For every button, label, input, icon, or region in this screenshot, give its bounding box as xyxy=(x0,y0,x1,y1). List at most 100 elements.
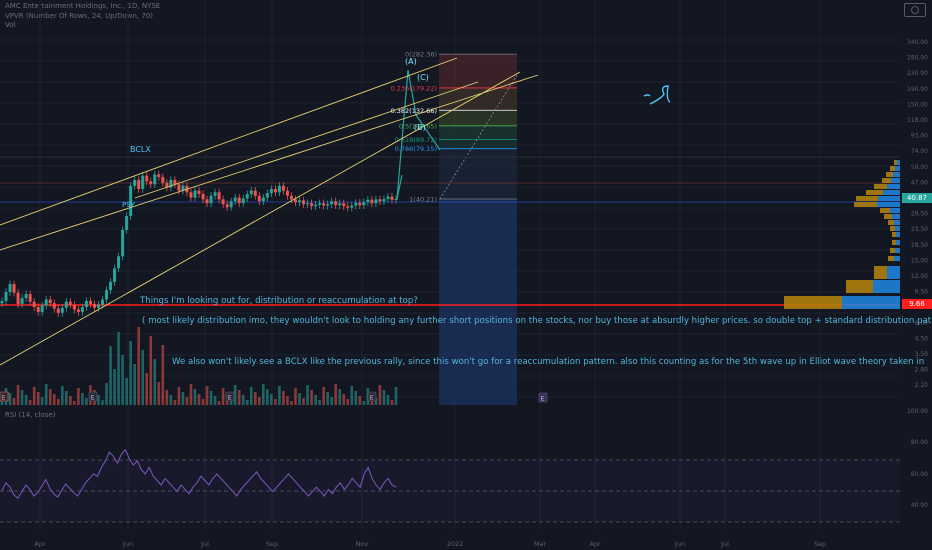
volume-bar xyxy=(378,385,382,405)
fib-level-label: 0.786(79.15) xyxy=(395,145,437,153)
camera-icon[interactable] xyxy=(904,3,926,17)
candle-body xyxy=(101,299,105,305)
candle-body xyxy=(358,202,362,206)
vpvr-indicator-label: VPVR (Number Of Rows, 24, Up/Down, 70) xyxy=(5,12,154,20)
candle-body xyxy=(229,201,233,208)
volume-profile xyxy=(784,160,900,309)
fib-zone xyxy=(439,139,517,149)
profile-row-down xyxy=(874,266,887,279)
volume-bar xyxy=(101,400,104,405)
projected-wave xyxy=(396,174,403,200)
candles xyxy=(0,69,441,317)
candle-body xyxy=(338,203,342,206)
candle-body xyxy=(16,292,20,304)
candle-body xyxy=(298,200,302,203)
price-tick-label: 9.50 xyxy=(915,289,929,296)
volume-bar xyxy=(173,400,177,405)
candle-body xyxy=(342,203,346,207)
time-tick-label: Jun xyxy=(674,540,685,548)
price-tick-label: 4.50 xyxy=(915,335,929,342)
time-tick-label: 2022 xyxy=(447,540,464,548)
fib-zone xyxy=(439,125,517,140)
rsi-label: RSI (14, close) xyxy=(5,411,56,419)
support-price-label: 9.66 xyxy=(902,299,932,309)
candle-body xyxy=(36,307,40,312)
rsi-tick-label: 60.00 xyxy=(911,471,928,478)
rsi-tick-label: 100.00 xyxy=(907,408,928,415)
profile-row-down xyxy=(888,256,894,261)
price-tick-label: 12.00 xyxy=(911,273,928,280)
volume-bar xyxy=(85,398,88,405)
candle-body xyxy=(48,299,52,304)
volume-bar xyxy=(97,395,100,405)
volume-bar xyxy=(48,389,52,405)
volume-bar xyxy=(65,391,68,405)
volume-bar xyxy=(386,395,390,405)
volume-bar xyxy=(129,341,132,405)
price-tick-label: 74.00 xyxy=(911,148,928,155)
price-tick-label: 2.20 xyxy=(915,382,929,389)
candle-body xyxy=(88,300,92,304)
candle-body xyxy=(177,184,181,191)
candle-body xyxy=(265,193,269,198)
candle-body xyxy=(96,304,100,308)
earnings-event-icon xyxy=(367,391,377,402)
volume-bar xyxy=(181,392,185,405)
hand-drawn-mark xyxy=(643,85,671,105)
fib-level-label: 0.5(107.65) xyxy=(399,122,437,130)
candle-body xyxy=(169,179,173,188)
volume-bar xyxy=(169,395,173,405)
volume-bar xyxy=(253,392,257,405)
volume-bar xyxy=(40,397,44,405)
candle-body xyxy=(197,190,201,195)
candle-body xyxy=(221,199,225,205)
volume-bar xyxy=(221,388,225,405)
projection-diagonal xyxy=(439,74,518,200)
candle-body xyxy=(209,195,213,204)
candle-body xyxy=(68,301,72,305)
candle-body xyxy=(193,190,197,198)
fib-level-label: 0.618(89.72) xyxy=(395,136,437,144)
candle-body xyxy=(306,203,310,205)
profile-row-up xyxy=(895,248,900,253)
volume-bar xyxy=(306,385,309,405)
volume-bar xyxy=(245,400,249,405)
profile-row-down xyxy=(886,172,893,177)
candle-body xyxy=(273,189,277,193)
volume-bar xyxy=(20,390,24,405)
projected-wave xyxy=(396,69,441,200)
candle-body xyxy=(378,199,382,202)
time-tick-label: Mar xyxy=(534,540,547,548)
fib-retracement: 0(282.36) 0.236(179.22) 0.382(132.66) 0.5(1… xyxy=(0,51,900,405)
trendline xyxy=(0,57,458,226)
candle-body xyxy=(217,192,221,200)
volume-bar xyxy=(322,387,325,405)
candle-body xyxy=(386,196,390,200)
candle-body xyxy=(44,299,48,306)
candle-body xyxy=(350,205,354,208)
volume-bar xyxy=(318,400,321,405)
candle-body xyxy=(141,175,145,190)
volume-bar xyxy=(330,397,333,405)
profile-row-down xyxy=(894,160,897,165)
volume-bar xyxy=(278,386,281,405)
rsi-pane: 100.00 80.00 60.00 40.00 xyxy=(0,408,928,523)
volume-bar xyxy=(342,394,346,405)
volume-bar xyxy=(217,401,221,405)
price-tick-label: 93.00 xyxy=(911,133,928,140)
profile-row-up xyxy=(877,202,900,207)
volume-bar xyxy=(73,401,76,405)
volume-bar xyxy=(149,336,153,405)
trendline xyxy=(0,71,521,366)
profile-row-up xyxy=(893,172,900,177)
earnings-event-letter: E xyxy=(228,395,232,402)
profile-row-down xyxy=(892,232,896,237)
time-tick-label: Nov xyxy=(356,540,369,548)
time-tick-label: Apr xyxy=(34,540,46,548)
profile-row-down xyxy=(784,296,842,309)
profile-row-up xyxy=(894,220,900,225)
candle-body xyxy=(165,182,169,188)
fib-zone xyxy=(439,54,517,88)
